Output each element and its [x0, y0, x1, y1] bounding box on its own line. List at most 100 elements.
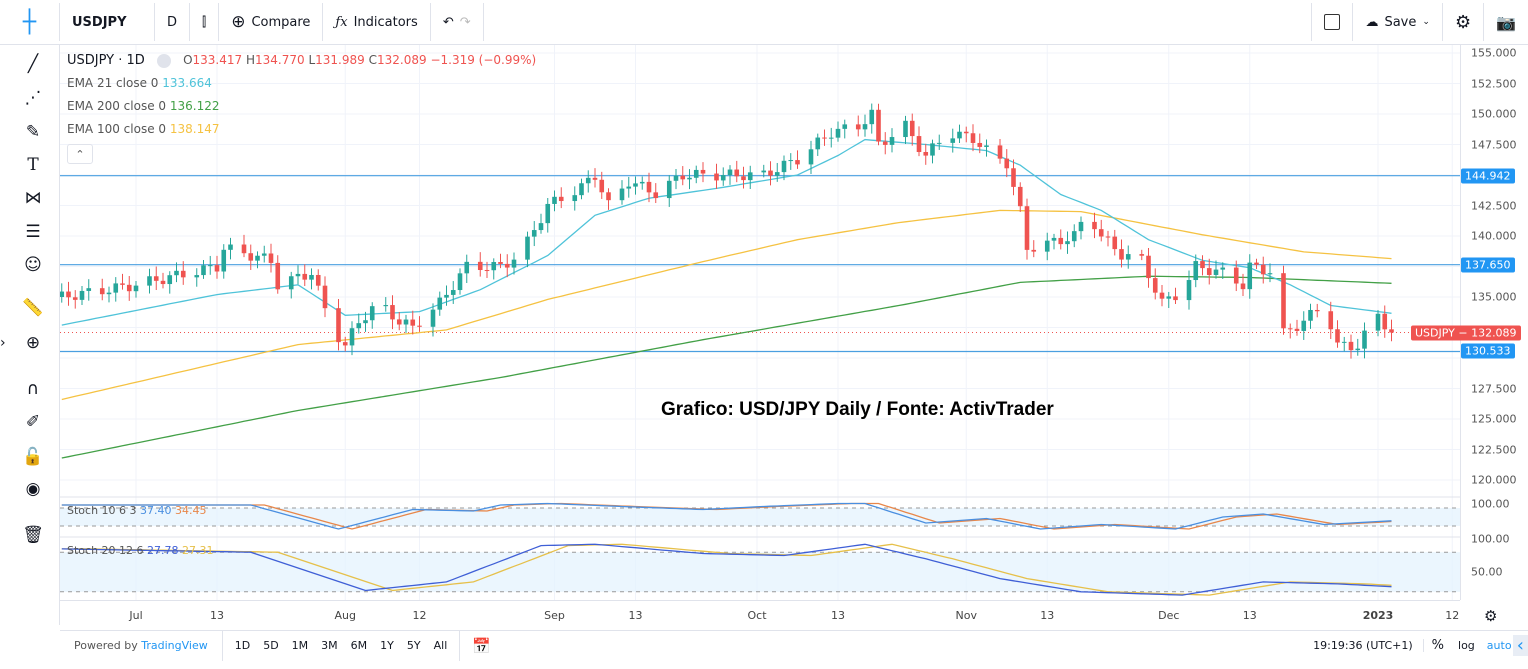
- settings-button[interactable]: ⚙: [1443, 3, 1485, 41]
- settings-gear-icon[interactable]: ⚙: [1484, 607, 1498, 625]
- candle-body: [1328, 311, 1334, 330]
- interval-label: D: [167, 14, 178, 30]
- text-icon[interactable]: T: [27, 155, 39, 175]
- crosshair-icon[interactable]: ┼: [0, 3, 60, 41]
- time-tick-label: Oct: [747, 609, 767, 622]
- range-6m[interactable]: 6M: [350, 639, 368, 652]
- candle-body: [876, 109, 881, 142]
- collapse-legend-button[interactable]: ⌃: [67, 144, 93, 164]
- candle-body: [288, 276, 294, 290]
- undo-button[interactable]: ↶ ↷: [431, 3, 484, 41]
- indicators-label: Indicators: [353, 14, 418, 30]
- chart-type-button[interactable]: ⫿: [190, 3, 220, 41]
- goto-date-icon[interactable]: 📅: [472, 636, 491, 655]
- pattern-icon[interactable]: ⋈: [24, 188, 42, 208]
- candle-body: [963, 131, 969, 134]
- stoch-2-legend[interactable]: Stoch 20 12 6 27.78 27.31: [67, 544, 214, 557]
- ema-200-legend[interactable]: EMA 200 close 0 136.122: [67, 98, 536, 121]
- chart-canvas[interactable]: [60, 45, 1460, 600]
- symbol-search[interactable]: USDJPY: [60, 3, 155, 41]
- ema-21-legend[interactable]: EMA 21 close 0 133.664: [67, 75, 536, 98]
- range-1d[interactable]: 1D: [234, 639, 251, 652]
- fib-icon[interactable]: ⋰: [24, 88, 42, 108]
- compare-button[interactable]: ⊕ Compare: [219, 3, 324, 41]
- brush-icon[interactable]: ✎: [25, 122, 41, 142]
- redo-icon[interactable]: ↷: [459, 14, 471, 30]
- ema-label: EMA 200 close 0: [67, 99, 167, 113]
- clock[interactable]: 19:19:36 (UTC+1): [1303, 639, 1424, 652]
- stoch-1-legend[interactable]: Stoch 10 6 3 37.40 34.45: [67, 504, 207, 517]
- percent-toggle[interactable]: %: [1431, 638, 1445, 653]
- powered-by[interactable]: Powered by TradingView: [60, 630, 223, 661]
- chevron-down-icon[interactable]: ⌄: [1422, 17, 1430, 27]
- candle-body: [268, 253, 274, 263]
- candle-body: [585, 177, 591, 184]
- stoch-k-value: 37.40: [140, 504, 172, 517]
- time-axis[interactable]: ⚙ Jul 13 Aug 12 Sep 13 Oct 13 Nov 13 Dec 13 2023 12: [60, 600, 1497, 630]
- candle-body: [1186, 280, 1192, 301]
- trend-line-icon[interactable]: ╱: [27, 54, 39, 74]
- save-button[interactable]: ☁ Save ⌄: [1353, 3, 1443, 41]
- candle-body: [437, 297, 443, 310]
- candle-body: [1105, 236, 1111, 238]
- snapshot-button[interactable]: 📷: [1484, 3, 1528, 41]
- stoch-band: [60, 552, 1460, 592]
- chart-annotation: Grafico: USD/JPY Daily / Fonte: ActivTra…: [661, 399, 1054, 420]
- interval-button[interactable]: D: [155, 3, 191, 41]
- candle-body: [1078, 221, 1084, 232]
- candle-body: [147, 276, 152, 286]
- zoom-icon[interactable]: ⊕: [25, 333, 41, 353]
- range-5y[interactable]: 5Y: [406, 639, 421, 652]
- candle-body: [255, 255, 260, 261]
- time-tick-label: 13: [831, 609, 845, 622]
- candle-body: [464, 261, 470, 274]
- candle-body: [997, 145, 1003, 159]
- candle-body: [592, 177, 598, 180]
- ema-100-legend[interactable]: EMA 100 close 0 138.147: [67, 121, 536, 144]
- candle-body: [450, 290, 456, 295]
- candle-body: [444, 294, 449, 298]
- prediction-icon[interactable]: ☰: [25, 222, 41, 242]
- range-1y[interactable]: 1Y: [380, 639, 394, 652]
- ruler-icon[interactable]: 📏: [22, 298, 44, 318]
- candle-body: [781, 160, 787, 173]
- candle-body: [788, 160, 794, 162]
- candle-body: [221, 249, 227, 272]
- candle-body: [1294, 328, 1300, 331]
- candle-body: [1240, 283, 1246, 290]
- auto-toggle[interactable]: auto: [1486, 639, 1512, 652]
- candle-body: [1166, 296, 1172, 299]
- candle-body: [1119, 249, 1124, 260]
- stoch-band: [60, 508, 1460, 526]
- emoji-icon[interactable]: ☺: [24, 255, 42, 275]
- time-tick-label: 13: [1242, 609, 1257, 622]
- eye-icon[interactable]: ◉: [25, 479, 41, 499]
- log-toggle[interactable]: log: [1458, 639, 1475, 652]
- drawing-toolbar: ╱ ⋰ ✎ T ⋈ ☰ ☺ 📏 ⊕ ∩ ✐ 🔓 ◉ 🗑 ›: [0, 45, 60, 625]
- close-value: 132.089: [377, 53, 427, 67]
- trash-icon[interactable]: 🗑: [22, 525, 44, 545]
- minus-icon[interactable]: [156, 53, 171, 68]
- fullscreen-button[interactable]: [1311, 3, 1354, 41]
- price-axis[interactable]: 155.000 152.500 150.000 147.500 142.500 140.0…: [1411, 45, 1528, 600]
- magnet-icon[interactable]: ∩: [26, 379, 40, 399]
- range-1m[interactable]: 1M: [291, 639, 309, 652]
- stoch-2-k-line: [61, 543, 1392, 596]
- brand-link[interactable]: TradingView: [141, 638, 208, 652]
- powered-label: Powered by: [74, 638, 142, 652]
- candle-body: [842, 124, 848, 129]
- candle-body: [727, 169, 733, 176]
- indicators-button[interactable]: ƒx Indicators: [323, 3, 431, 41]
- range-5d[interactable]: 5D: [263, 639, 279, 652]
- camera-icon: 📷: [1496, 12, 1516, 32]
- candle-body: [315, 274, 321, 286]
- lock-icon[interactable]: 🔓: [22, 447, 44, 467]
- chevron-right-icon[interactable]: ›: [0, 335, 6, 351]
- range-all[interactable]: All: [433, 639, 448, 652]
- candle-body: [349, 328, 355, 346]
- lock-drawing-icon[interactable]: ✐: [25, 412, 41, 432]
- candle-body: [1112, 236, 1118, 250]
- last-price-tag: USDJPY − 132.089: [1411, 325, 1521, 340]
- range-3m[interactable]: 3M: [321, 639, 338, 652]
- chevron-left-icon[interactable]: ‹: [1512, 635, 1528, 656]
